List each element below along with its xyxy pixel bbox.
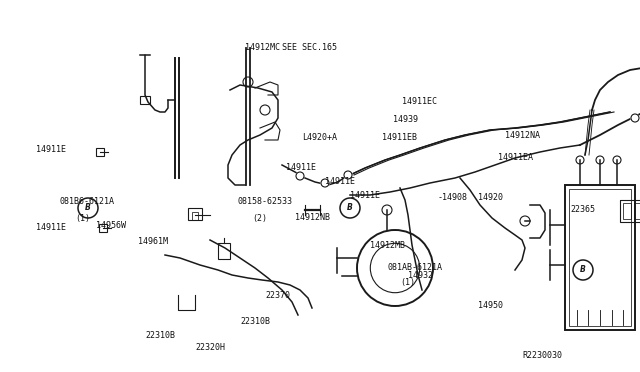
Text: 22320H: 22320H [195, 343, 225, 353]
Text: B: B [580, 266, 586, 275]
Bar [623, 203, 631, 219]
Text: 22370: 22370 [265, 291, 290, 299]
Bar [192, 212, 198, 220]
Text: (1): (1) [75, 214, 90, 222]
Circle shape [296, 172, 304, 180]
Text: 14956W: 14956W [96, 221, 126, 230]
Text: 14961M: 14961M [138, 237, 168, 247]
Bar [620, 200, 640, 222]
Circle shape [631, 114, 639, 122]
Text: (2): (2) [252, 214, 267, 222]
Text: 14911E: 14911E [36, 224, 66, 232]
Text: 14911EC: 14911EC [402, 97, 437, 106]
Text: 14912NB: 14912NB [295, 214, 330, 222]
Text: 14950: 14950 [478, 301, 503, 310]
Text: 14912NA: 14912NA [505, 131, 540, 140]
Text: 22310B: 22310B [240, 317, 270, 327]
Text: 22310B: 22310B [145, 330, 175, 340]
Text: 14911E: 14911E [286, 164, 316, 173]
Text: 14911E: 14911E [350, 190, 380, 199]
Bar [634, 203, 640, 219]
Text: 22365: 22365 [570, 205, 595, 215]
Text: 14912MC: 14912MC [245, 44, 280, 52]
Text: 14911E: 14911E [325, 177, 355, 186]
Text: (1): (1) [400, 278, 415, 286]
Bar [218, 243, 230, 259]
Text: 14912MB: 14912MB [370, 241, 405, 250]
Text: 14920: 14920 [478, 193, 503, 202]
Text: 14911EB: 14911EB [382, 134, 417, 142]
Text: 14911E: 14911E [36, 145, 66, 154]
Bar [569, 189, 631, 326]
Text: R2230030: R2230030 [522, 350, 562, 359]
Text: 08158-62533: 08158-62533 [238, 198, 293, 206]
Bar [140, 96, 150, 104]
Bar [96, 148, 104, 156]
Text: 081B6-6121A: 081B6-6121A [60, 198, 115, 206]
Bar [565, 185, 635, 330]
Text: 14932: 14932 [408, 270, 433, 279]
Bar [188, 208, 202, 220]
Text: B: B [347, 203, 353, 212]
Bar [99, 224, 107, 232]
Text: 081AB-6121A: 081AB-6121A [388, 263, 443, 273]
Circle shape [321, 179, 329, 187]
Text: L4920+A: L4920+A [302, 134, 337, 142]
Text: 14911EA: 14911EA [498, 154, 533, 163]
Text: 14939: 14939 [393, 115, 418, 125]
Text: B: B [85, 203, 91, 212]
Circle shape [344, 171, 352, 179]
Text: SEE SEC.165: SEE SEC.165 [282, 44, 337, 52]
Text: -14908: -14908 [438, 193, 468, 202]
